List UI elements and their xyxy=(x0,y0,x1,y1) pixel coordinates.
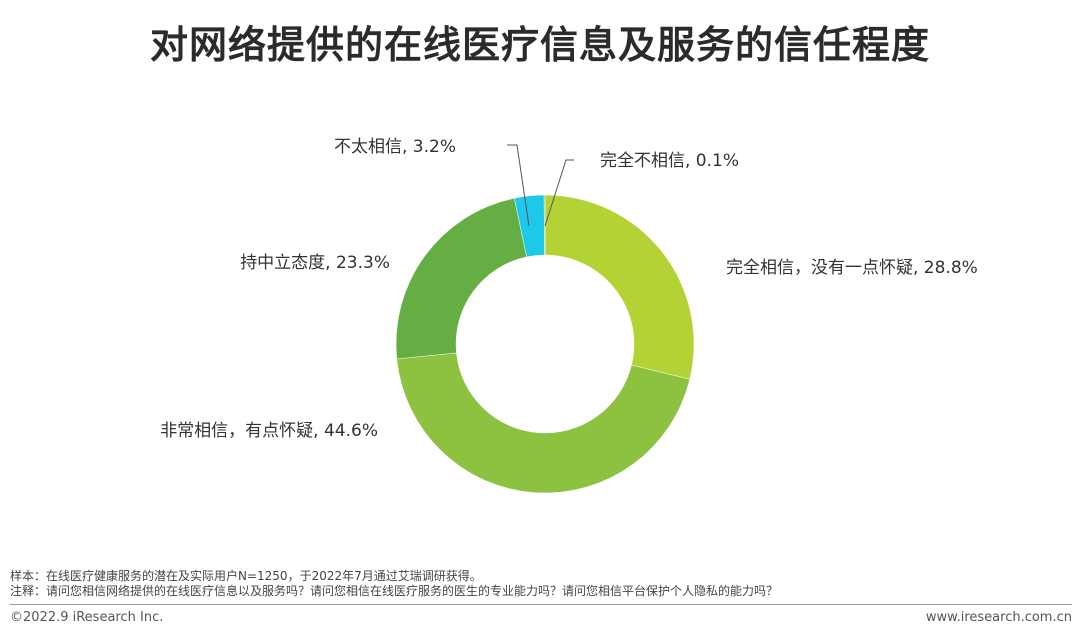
slice-label-4: 完全不相信, 0.1% xyxy=(600,151,739,171)
labels-group: 完全相信，没有一点怀疑, 28.8% 非常相信，有点怀疑, 44.6% 持中立态度,… xyxy=(160,137,978,441)
slice-label-1: 非常相信，有点怀疑, 44.6% xyxy=(160,421,378,441)
slice-label-2: 持中立态度, 23.3% xyxy=(240,253,390,273)
sample-note: 样本：在线医疗健康服务的潜在及实际用户N=1250，于2022年7月通过艾瑞调研… xyxy=(10,569,482,583)
slice-label-0: 完全相信，没有一点怀疑, 28.8% xyxy=(726,258,978,278)
slices-group xyxy=(395,194,695,494)
leader-lines-group xyxy=(507,144,574,227)
donut-slice-4 xyxy=(543,194,546,256)
website-link[interactable]: www.iresearch.com.cn xyxy=(925,610,1072,625)
leader-line-3 xyxy=(507,144,530,227)
chart-title: 对网络提供的在线医疗信息及服务的信任程度 xyxy=(149,23,930,67)
footer-divider xyxy=(10,604,1072,605)
slice-label-3: 不太相信, 3.2% xyxy=(334,137,456,157)
annotation-note: 注释：请问您相信网络提供的在线医疗信息以及服务吗？请问您相信在线医疗服务的医生的… xyxy=(10,584,779,598)
leader-line-4 xyxy=(544,159,574,227)
donut-slice-1 xyxy=(396,352,691,494)
donut-slice-0 xyxy=(544,194,695,380)
copyright-text: ©2022.9 iResearch Inc. xyxy=(10,610,164,625)
donut-chart: 完全相信，没有一点怀疑, 28.8% 非常相信，有点怀疑, 44.6% 持中立态度,… xyxy=(160,137,978,494)
notes-block: 样本：在线医疗健康服务的潜在及实际用户N=1250，于2022年7月通过艾瑞调研… xyxy=(10,569,778,599)
donut-slice-2 xyxy=(395,197,528,360)
